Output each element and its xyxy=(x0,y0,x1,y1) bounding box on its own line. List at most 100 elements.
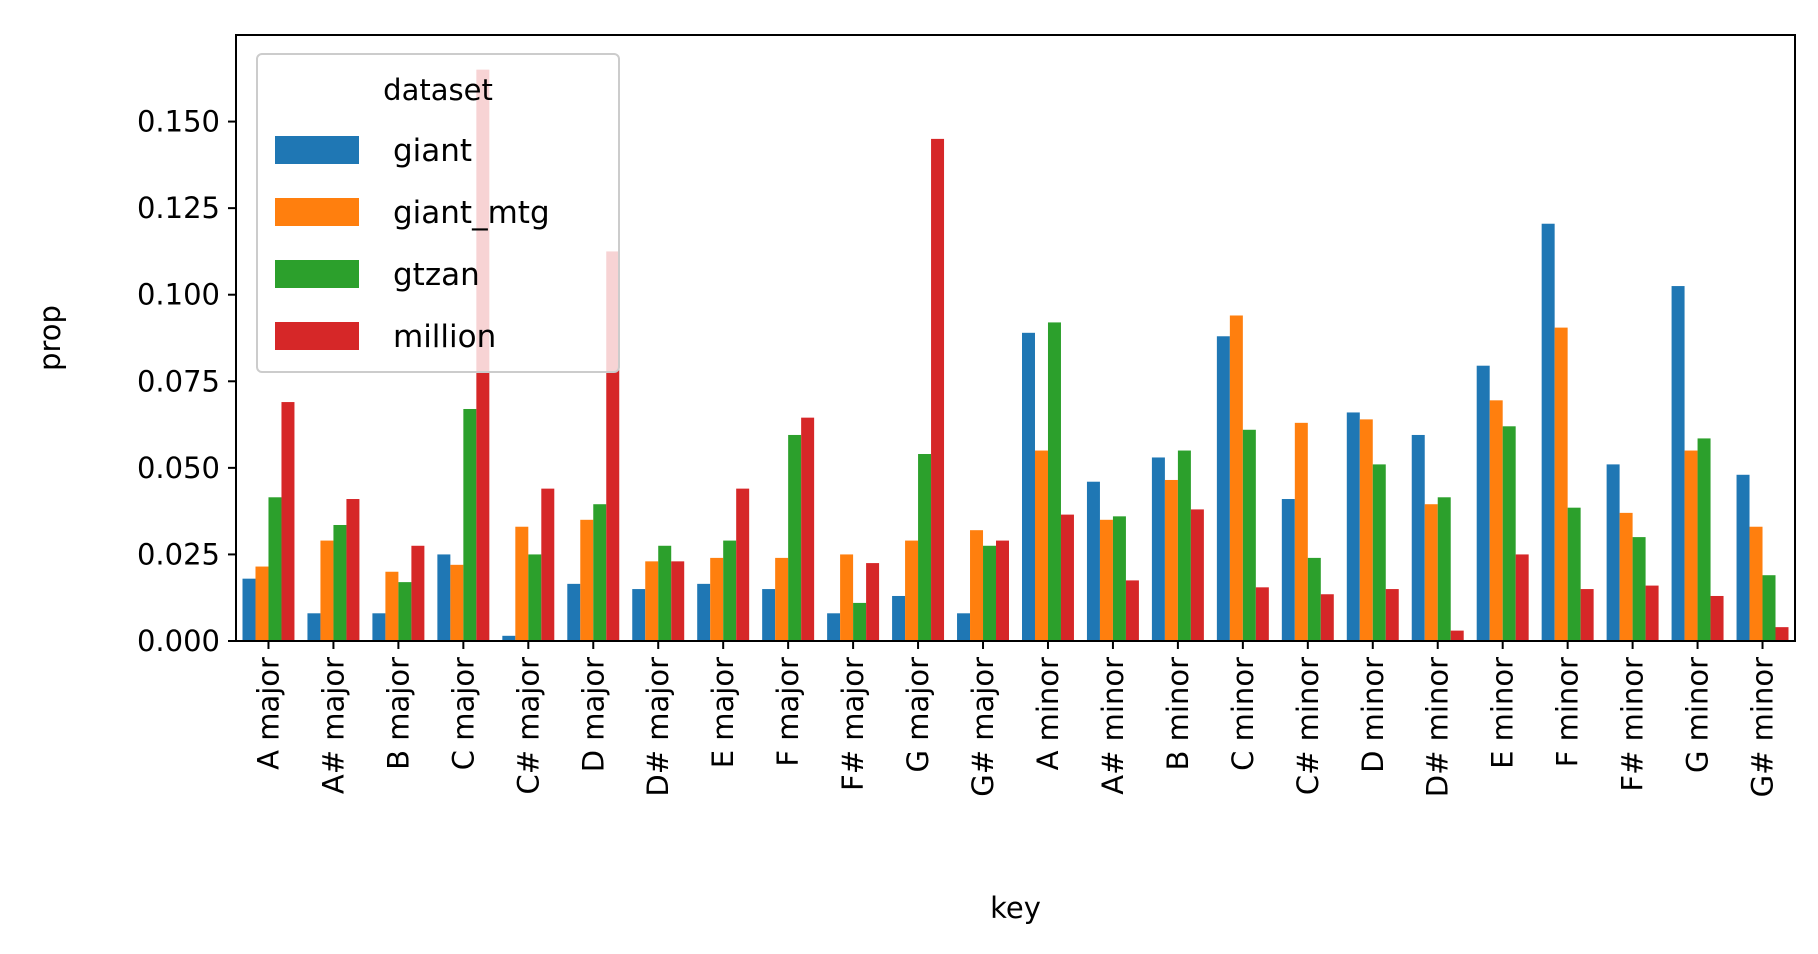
bar-million-7 xyxy=(736,488,750,641)
bar-giant-5 xyxy=(567,583,581,641)
bar-giant-17 xyxy=(1346,412,1360,641)
bar-million-6 xyxy=(671,561,685,641)
x-tick-label: F minor xyxy=(1551,657,1585,767)
y-axis-title: prop xyxy=(33,305,67,371)
bar-giant-7 xyxy=(697,583,711,641)
bar-giant-20 xyxy=(1541,223,1555,642)
legend-swatch-million xyxy=(275,322,359,350)
x-tick-label: G major xyxy=(901,657,935,773)
bar-million-19 xyxy=(1515,554,1529,641)
x-axis-title: key xyxy=(990,891,1041,925)
bar-million-15 xyxy=(1255,587,1269,641)
bar-giant-23 xyxy=(1736,474,1750,641)
bar-gtzan-16 xyxy=(1307,557,1321,641)
bar-giant-9 xyxy=(827,613,841,641)
bar-gtzan-9 xyxy=(853,602,867,641)
x-tick-label: F# minor xyxy=(1616,657,1650,792)
bar-giant-mtg-7 xyxy=(710,557,724,641)
bar-giant-mtg-18 xyxy=(1424,504,1438,641)
bar-gtzan-22 xyxy=(1697,438,1711,641)
y-tick-label: 0.025 xyxy=(137,537,220,571)
x-tick-label: A# major xyxy=(316,657,350,794)
bars-layer xyxy=(242,69,1789,642)
y-tick-label: 0.075 xyxy=(137,364,220,398)
bar-giant-22 xyxy=(1671,286,1685,641)
bar-gtzan-3 xyxy=(463,408,477,641)
x-tick-label: D major xyxy=(576,657,610,772)
bar-gtzan-21 xyxy=(1632,537,1646,641)
bar-million-22 xyxy=(1710,595,1724,641)
bar-million-14 xyxy=(1190,509,1204,641)
bar-gtzan-2 xyxy=(398,582,412,641)
bar-giant-11 xyxy=(957,613,971,641)
bar-giant-13 xyxy=(1086,481,1100,641)
bar-gtzan-15 xyxy=(1242,429,1256,641)
x-tick-label: F major xyxy=(771,657,805,767)
legend-swatch-gtzan xyxy=(275,260,359,288)
legend-label-gtzan: gtzan xyxy=(393,257,480,293)
y-tick-label: 0.100 xyxy=(137,278,220,312)
bar-giant-mtg-13 xyxy=(1099,519,1113,641)
x-tick-label: C# minor xyxy=(1291,657,1325,795)
bar-gtzan-14 xyxy=(1177,450,1191,641)
bar-giant-1 xyxy=(307,613,321,641)
bar-million-17 xyxy=(1385,589,1399,641)
bar-million-0 xyxy=(281,402,295,641)
bar-gtzan-23 xyxy=(1762,575,1776,641)
bar-giant-19 xyxy=(1476,365,1490,641)
x-tick-label: B major xyxy=(381,657,415,770)
bar-million-13 xyxy=(1125,580,1139,641)
bar-million-23 xyxy=(1775,627,1789,641)
bar-gtzan-0 xyxy=(268,497,282,641)
bar-gtzan-18 xyxy=(1437,497,1451,641)
y-tick-label: 0.000 xyxy=(137,624,220,658)
bar-gtzan-7 xyxy=(723,540,737,641)
x-tick-label: C minor xyxy=(1226,657,1260,771)
bar-giant-14 xyxy=(1151,457,1165,641)
x-tick-label: A minor xyxy=(1031,657,1065,770)
bar-million-9 xyxy=(866,563,880,641)
bar-million-18 xyxy=(1450,630,1464,641)
x-tick-label: G# major xyxy=(966,657,1000,797)
legend-title: dataset xyxy=(383,73,493,107)
bar-giant-mtg-9 xyxy=(840,554,854,641)
bar-giant-mtg-23 xyxy=(1749,526,1763,641)
bar-giant-mtg-22 xyxy=(1684,450,1698,641)
bar-giant-6 xyxy=(632,589,646,641)
bar-giant-mtg-14 xyxy=(1164,479,1178,641)
bar-million-2 xyxy=(411,545,425,641)
legend-swatch-giant xyxy=(275,136,359,164)
bar-giant-15 xyxy=(1216,336,1230,641)
bar-giant-mtg-0 xyxy=(255,566,269,641)
plot-frame xyxy=(235,34,1796,642)
x-tick-label: D# minor xyxy=(1421,657,1455,797)
bar-giant-12 xyxy=(1022,332,1035,641)
bar-giant-mtg-4 xyxy=(515,526,529,641)
x-tick-label: D minor xyxy=(1356,657,1390,773)
x-tick-label: E minor xyxy=(1486,657,1520,769)
legend-label-million: million xyxy=(393,319,496,355)
legend-label-giant: giant xyxy=(393,133,472,169)
bar-giant-mtg-15 xyxy=(1229,315,1243,641)
bar-giant-mtg-2 xyxy=(385,571,399,641)
bar-giant-mtg-10 xyxy=(905,540,919,641)
bar-giant-mtg-21 xyxy=(1619,512,1633,641)
bar-giant-8 xyxy=(762,589,776,641)
bar-million-8 xyxy=(801,417,815,641)
bar-giant-10 xyxy=(892,595,906,641)
bar-giant-21 xyxy=(1606,464,1620,641)
x-tick-label: E major xyxy=(706,657,740,768)
x-tick-label: G minor xyxy=(1681,657,1715,773)
bar-gtzan-17 xyxy=(1372,464,1386,641)
legend-swatch-giant-mtg xyxy=(275,198,359,226)
y-axis: 0.000 0.025 0.050 0.075 0.100 0.125 0.150 xyxy=(137,105,236,658)
bar-million-21 xyxy=(1645,585,1659,641)
x-tick-label: F# major xyxy=(836,657,870,791)
bar-million-20 xyxy=(1580,589,1594,641)
bar-million-4 xyxy=(541,488,555,641)
bar-giant-4 xyxy=(502,635,516,641)
bar-giant-18 xyxy=(1411,434,1425,641)
